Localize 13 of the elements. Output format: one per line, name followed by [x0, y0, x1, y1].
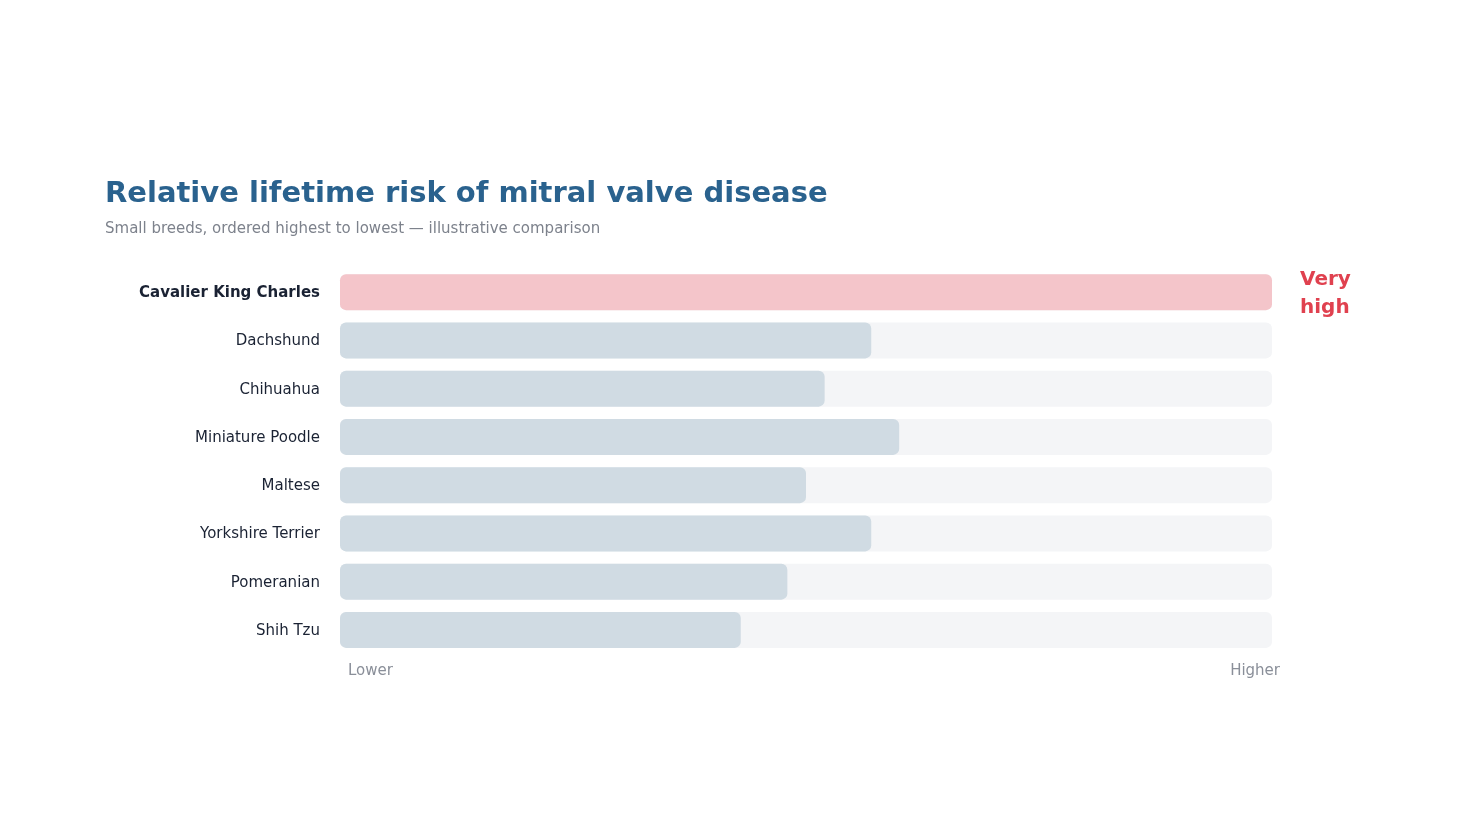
- y-tick-label: Cavalier King Charles: [139, 283, 321, 302]
- chart-subtitle: Small breeds, ordered highest to lowest — illustrative comparison: [105, 218, 601, 237]
- y-tick-label: Yorkshire Terrier: [199, 524, 321, 543]
- text: Higher: [1230, 660, 1281, 679]
- y-tick-label: Pomeranian: [230, 572, 320, 591]
- y-tick-label: Dachshund: [235, 331, 320, 350]
- y-tick-label: Miniature Poodle: [195, 427, 320, 446]
- chart-title: Relative lifetime risk of mitral valve disease: [105, 174, 828, 209]
- text: Lower: [348, 660, 394, 679]
- y-tick-label: Shih Tzu: [255, 620, 320, 639]
- text: Very high: [1300, 266, 1358, 319]
- y-tick-label: Maltese: [261, 476, 320, 495]
- y-tick-label: Chihuahua: [239, 379, 320, 398]
